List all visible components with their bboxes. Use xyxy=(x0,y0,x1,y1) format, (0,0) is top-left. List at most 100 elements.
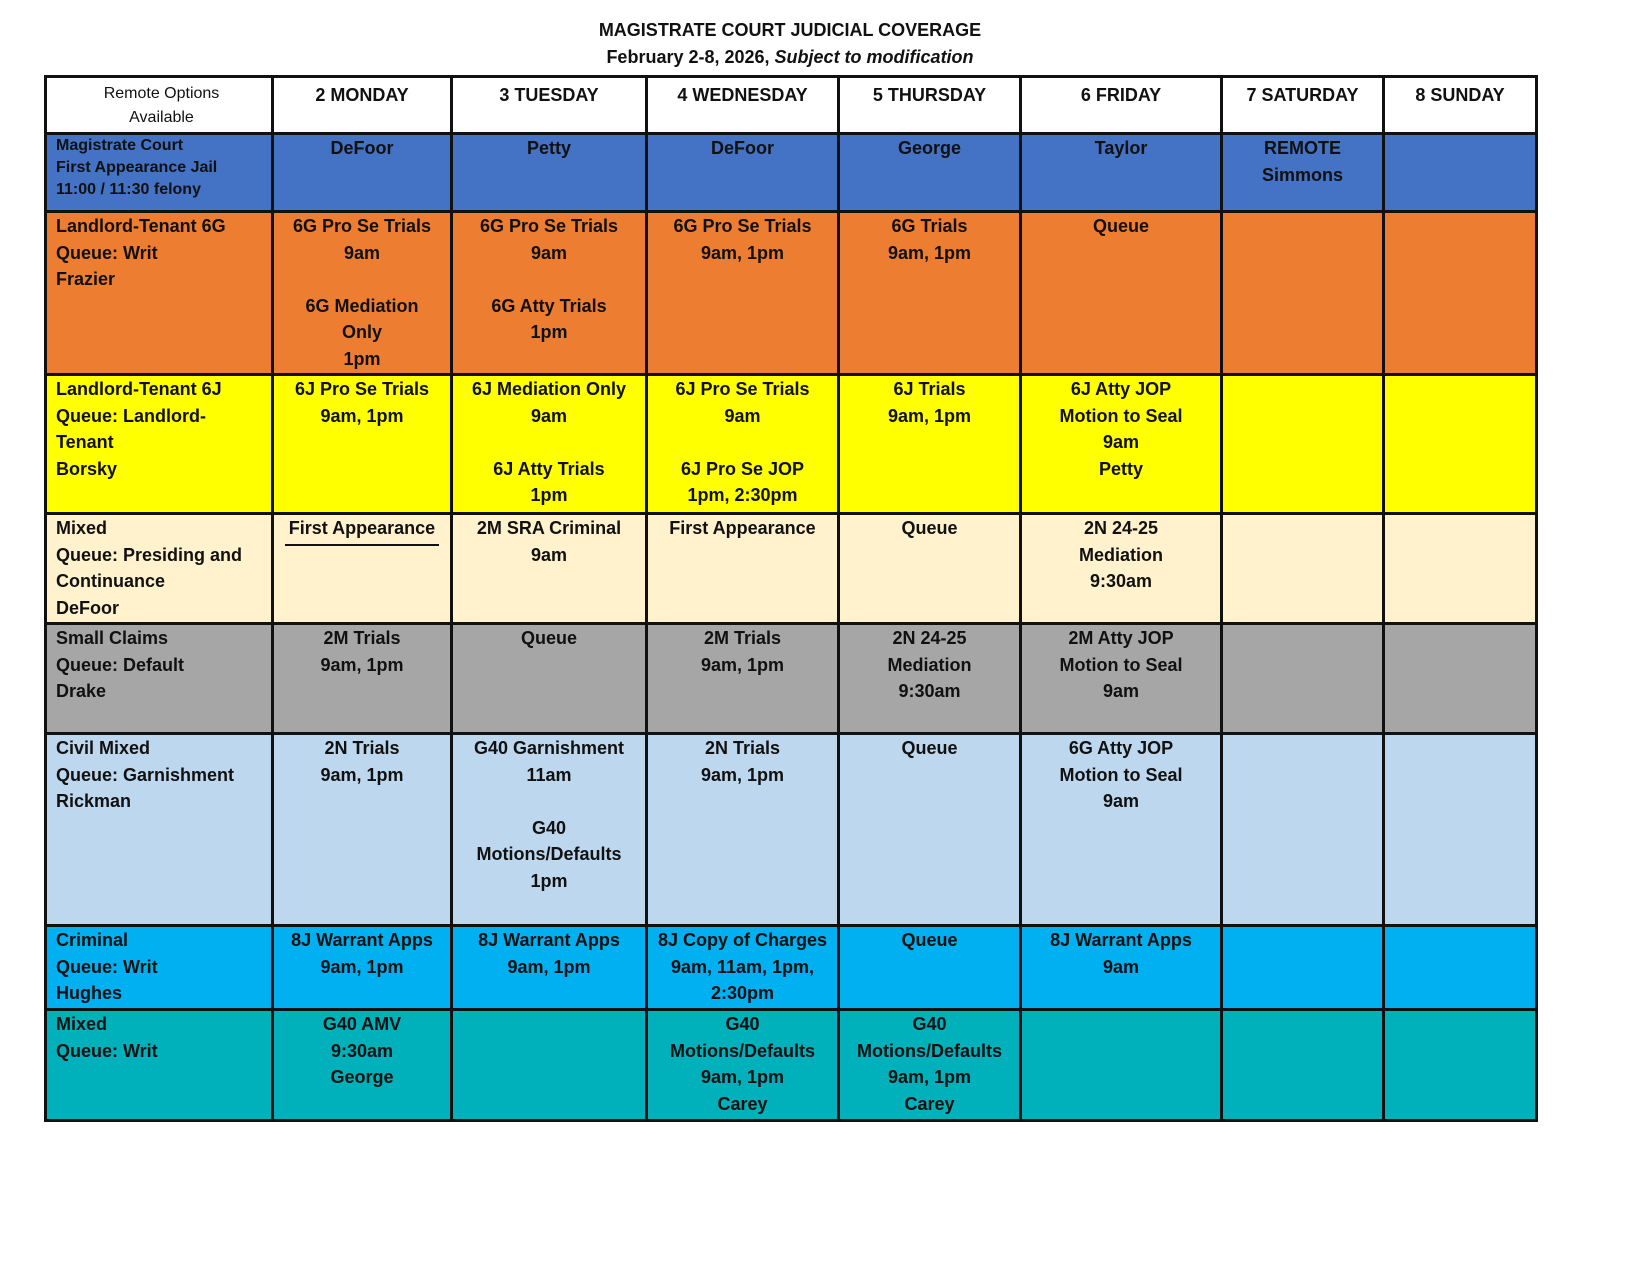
coverage-row: Mixed Queue: Writ G40 AMV 9:30am George G4… xyxy=(44,1008,1538,1122)
schedule-text: 6G Pro Se Trials 9am 6G Atty Trials 1pm xyxy=(479,216,619,342)
schedule-cell: Taylor xyxy=(1019,132,1223,213)
schedule-cell: 2N 24-25 Mediation 9:30am xyxy=(1019,512,1223,625)
coverage-row: Criminal Queue: Writ Hughes 8J Warrant Ap… xyxy=(44,924,1538,1011)
row-label: Criminal Queue: Writ Hughes xyxy=(44,924,274,1011)
schedule-cell: 6G Pro Se Trials 9am, 1pm xyxy=(645,210,840,376)
schedule-cell: George xyxy=(837,132,1022,213)
coverage-table: Remote Options Available 2 MONDAY 3 TUES… xyxy=(44,75,1538,1122)
schedule-text: 8J Copy of Charges 9am, 11am, 1pm, 2:30p… xyxy=(657,930,828,1003)
schedule-text: 6G Atty JOP Motion to Seal 9am xyxy=(1059,738,1183,811)
schedule-cell xyxy=(1382,132,1538,213)
coverage-row: Mixed Queue: Presiding and Continuance D… xyxy=(44,512,1538,625)
schedule-text: Taylor xyxy=(1094,138,1148,158)
schedule-cell: 2M Trials 9am, 1pm xyxy=(271,622,453,735)
schedule-text: 2M SRA Criminal 9am xyxy=(476,518,622,565)
schedule-text: Queue xyxy=(1092,216,1149,236)
schedule-cell: 8J Warrant Apps 9am, 1pm xyxy=(450,924,648,1011)
schedule-text: 2N Trials 9am, 1pm xyxy=(320,738,404,785)
schedule-cell: REMOTE Simmons xyxy=(1220,132,1385,213)
schedule-cell: Queue xyxy=(1019,210,1223,376)
day-header: 3 TUESDAY xyxy=(450,75,648,135)
schedule-cell: 2N Trials 9am, 1pm xyxy=(645,732,840,927)
document-title: MAGISTRATE COURT JUDICIAL COVERAGE xyxy=(598,20,982,40)
date-range: February 2-8, 2026, xyxy=(606,47,770,67)
schedule-cell: 6G Pro Se Trials 9am 6G Mediation Only 1… xyxy=(271,210,453,376)
schedule-cell: 6J Pro Se Trials 9am, 1pm xyxy=(271,373,453,515)
schedule-cell xyxy=(1382,1008,1538,1122)
schedule-text: REMOTE Simmons xyxy=(1261,138,1344,185)
schedule-cell xyxy=(1382,924,1538,1011)
schedule-cell: 6J Pro Se Trials 9am 6J Pro Se JOP 1pm, … xyxy=(645,373,840,515)
schedule-text: Queue xyxy=(901,518,958,538)
coverage-row: Magistrate Court First Appearance Jail 1… xyxy=(44,132,1538,213)
schedule-cell: 6G Atty JOP Motion to Seal 9am xyxy=(1019,732,1223,927)
schedule-cell: First Appearance xyxy=(271,512,453,625)
schedule-cell: DeFoor xyxy=(645,132,840,213)
schedule-cell: 2M Trials 9am, 1pm xyxy=(645,622,840,735)
day-header: 7 SATURDAY xyxy=(1220,75,1385,135)
schedule-text: Queue xyxy=(520,628,577,648)
schedule-cell xyxy=(1220,512,1385,625)
schedule-text: Queue xyxy=(901,930,958,950)
schedule-text: 6J Atty JOP Motion to Seal 9am Petty xyxy=(1059,379,1183,479)
schedule-cell: G40 Motions/Defaults 9am, 1pm Carey xyxy=(645,1008,840,1122)
schedule-text: 2M Trials 9am, 1pm xyxy=(700,628,785,675)
schedule-cell: 6G Trials 9am, 1pm xyxy=(837,210,1022,376)
schedule-cell xyxy=(1382,622,1538,735)
schedule-text: Petty xyxy=(526,138,571,158)
schedule-cell: First Appearance xyxy=(645,512,840,625)
schedule-cell xyxy=(1382,512,1538,625)
schedule-cell: Queue xyxy=(450,622,648,735)
schedule-cell: 8J Copy of Charges 9am, 11am, 1pm, 2:30p… xyxy=(645,924,840,1011)
schedule-cell: 6J Trials 9am, 1pm xyxy=(837,373,1022,515)
schedule-cell: G40 Garnishment 11am G40 Motions/Default… xyxy=(450,732,648,927)
schedule-cell: 6G Pro Se Trials 9am 6G Atty Trials 1pm xyxy=(450,210,648,376)
schedule-cell xyxy=(1382,210,1538,376)
document-subtitle: February 2-8, 2026, Subject to modificat… xyxy=(0,47,1580,68)
schedule-text: 2M Atty JOP Motion to Seal 9am xyxy=(1059,628,1183,701)
header-row: Remote Options Available 2 MONDAY 3 TUES… xyxy=(44,75,1538,135)
schedule-cell: Petty xyxy=(450,132,648,213)
schedule-text: 6J Pro Se Trials 9am, 1pm xyxy=(294,379,430,426)
schedule-cell: Queue xyxy=(837,924,1022,1011)
row-label: Mixed Queue: Writ xyxy=(44,1008,274,1122)
modification-note: Subject to modification xyxy=(774,47,974,67)
coverage-row: Landlord-Tenant 6G Queue: Writ Frazier 6G… xyxy=(44,210,1538,376)
schedule-cell: 8J Warrant Apps 9am xyxy=(1019,924,1223,1011)
schedule-text: 6J Trials 9am, 1pm xyxy=(887,379,972,426)
day-header: 5 THURSDAY xyxy=(837,75,1022,135)
schedule-text: 2N 24-25 Mediation 9:30am xyxy=(1079,518,1163,591)
schedule-text: G40 AMV 9:30am George xyxy=(322,1014,402,1087)
schedule-text: 6J Pro Se Trials 9am 6J Pro Se JOP 1pm, … xyxy=(675,379,810,505)
schedule-cell xyxy=(1220,210,1385,376)
day-header: 6 FRIDAY xyxy=(1019,75,1223,135)
row-label: Civil Mixed Queue: Garnishment Rickman xyxy=(44,732,274,927)
schedule-text: 2M Trials 9am, 1pm xyxy=(320,628,404,675)
schedule-cell xyxy=(450,1008,648,1122)
schedule-cell: 8J Warrant Apps 9am, 1pm xyxy=(271,924,453,1011)
schedule-text: First Appearance xyxy=(284,517,440,546)
coverage-row: Small Claims Queue: Default Drake 2M Tria… xyxy=(44,622,1538,735)
remote-options-header: Remote Options Available xyxy=(44,75,274,135)
row-label: Small Claims Queue: Default Drake xyxy=(44,622,274,735)
schedule-text: 6G Pro Se Trials 9am 6G Mediation Only 1… xyxy=(292,216,432,369)
schedule-cell xyxy=(1220,1008,1385,1122)
day-header: 4 WEDNESDAY xyxy=(645,75,840,135)
coverage-row: Civil Mixed Queue: Garnishment Rickman 2N… xyxy=(44,732,1538,927)
day-header: 2 MONDAY xyxy=(271,75,453,135)
schedule-text: G40 Garnishment 11am G40 Motions/Default… xyxy=(473,738,625,891)
row-label: Mixed Queue: Presiding and Continuance D… xyxy=(44,512,274,625)
schedule-text: 6G Trials 9am, 1pm xyxy=(887,216,972,263)
schedule-cell xyxy=(1220,373,1385,515)
schedule-cell xyxy=(1220,732,1385,927)
schedule-cell: G40 AMV 9:30am George xyxy=(271,1008,453,1122)
coverage-row: Landlord-Tenant 6J Queue: Landlord- Tena… xyxy=(44,373,1538,515)
schedule-text: 2N 24-25 Mediation 9:30am xyxy=(887,628,972,701)
schedule-cell: G40 Motions/Defaults 9am, 1pm Carey xyxy=(837,1008,1022,1122)
schedule-text: DeFoor xyxy=(711,138,774,158)
schedule-text: G40 Motions/Defaults 9am, 1pm Carey xyxy=(856,1014,1002,1114)
schedule-text: 6J Mediation Only 9am 6J Atty Trials 1pm xyxy=(471,379,627,505)
schedule-cell: 2M Atty JOP Motion to Seal 9am xyxy=(1019,622,1223,735)
schedule-cell: 6J Mediation Only 9am 6J Atty Trials 1pm xyxy=(450,373,648,515)
day-header: 8 SUNDAY xyxy=(1382,75,1538,135)
